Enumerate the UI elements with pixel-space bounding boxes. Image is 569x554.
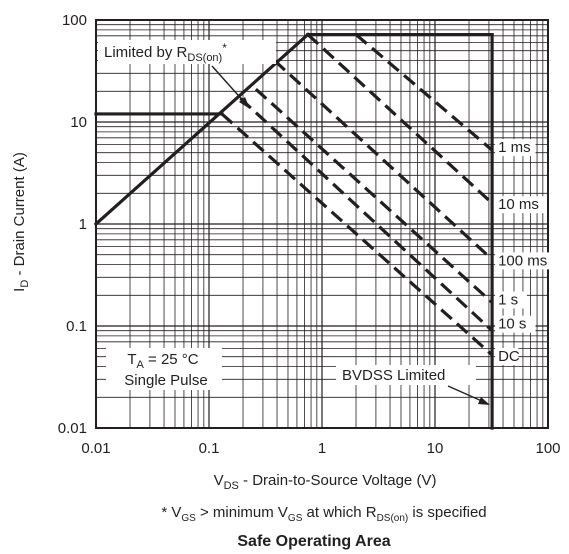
ta-label-bg bbox=[106, 348, 222, 390]
chart-title: Safe Operating Area bbox=[237, 533, 390, 550]
y-tick-label: 1 bbox=[79, 216, 87, 233]
rds-on-annotation: Limited by RDS(on)* bbox=[104, 41, 227, 64]
series-line bbox=[239, 97, 494, 332]
series-label-bg bbox=[495, 252, 553, 270]
y-tick-label: 100 bbox=[62, 12, 87, 29]
series-label: 100 ms bbox=[498, 252, 547, 269]
tick-labels: 0.01 0.1 1 10 100 0.01 0.1 1 10 100 bbox=[58, 12, 561, 457]
rds-on-limit-line bbox=[93, 32, 311, 227]
y-axis-label: ID - Drain Current (A) bbox=[11, 152, 31, 292]
temperature-annotation: TA = 25 °C bbox=[127, 351, 198, 371]
x-tick-label: 0.01 bbox=[81, 440, 110, 457]
limit-lines bbox=[93, 32, 494, 430]
rds-label-bg bbox=[98, 40, 276, 64]
x-tick-label: 1 bbox=[318, 440, 326, 457]
y-tick-label: 0.01 bbox=[58, 420, 87, 437]
y-tick-label: 0.1 bbox=[66, 318, 87, 335]
series-line bbox=[354, 33, 494, 152]
bvdss-leader-line bbox=[447, 385, 485, 403]
rds-leader-line bbox=[211, 65, 247, 105]
series-line bbox=[254, 87, 494, 304]
series-label: 1 s bbox=[498, 291, 518, 308]
bvdss-annotation: BVDSS Limited bbox=[342, 367, 445, 384]
bvdss-label-bg bbox=[336, 365, 476, 385]
x-tick-label: 0.1 bbox=[199, 440, 220, 457]
data-series bbox=[220, 33, 494, 357]
series-label: 10 ms bbox=[498, 196, 539, 213]
series-label-bg bbox=[495, 347, 519, 365]
series-label-bg bbox=[495, 139, 536, 157]
x-tick-label: 100 bbox=[535, 440, 560, 457]
series-label-bg bbox=[495, 315, 536, 333]
series-line bbox=[273, 59, 494, 261]
series-label: DC bbox=[498, 348, 520, 365]
bvdss-leader-arrow bbox=[478, 397, 490, 405]
rds-leader-arrow bbox=[239, 97, 250, 109]
series-line bbox=[306, 33, 494, 205]
series-label-bg bbox=[495, 291, 527, 309]
single-pulse-annotation: Single Pulse bbox=[124, 372, 207, 389]
x-axis-label: VDS - Drain-to-Source Voltage (V) bbox=[214, 472, 437, 492]
footnote: * VGS > minimum VGS at which RDS(on) is … bbox=[161, 504, 486, 524]
x-tick-label: 10 bbox=[427, 440, 444, 457]
y-tick-label: 10 bbox=[70, 114, 87, 131]
series-line bbox=[220, 112, 494, 357]
annotation-labels: 1 ms 10 ms 100 ms 1 s 10 s DC Limited by RDS(o… bbox=[98, 40, 553, 405]
series-label: 10 s bbox=[498, 316, 526, 333]
series-label: 1 ms bbox=[498, 139, 531, 156]
series-label-bg bbox=[495, 196, 545, 214]
